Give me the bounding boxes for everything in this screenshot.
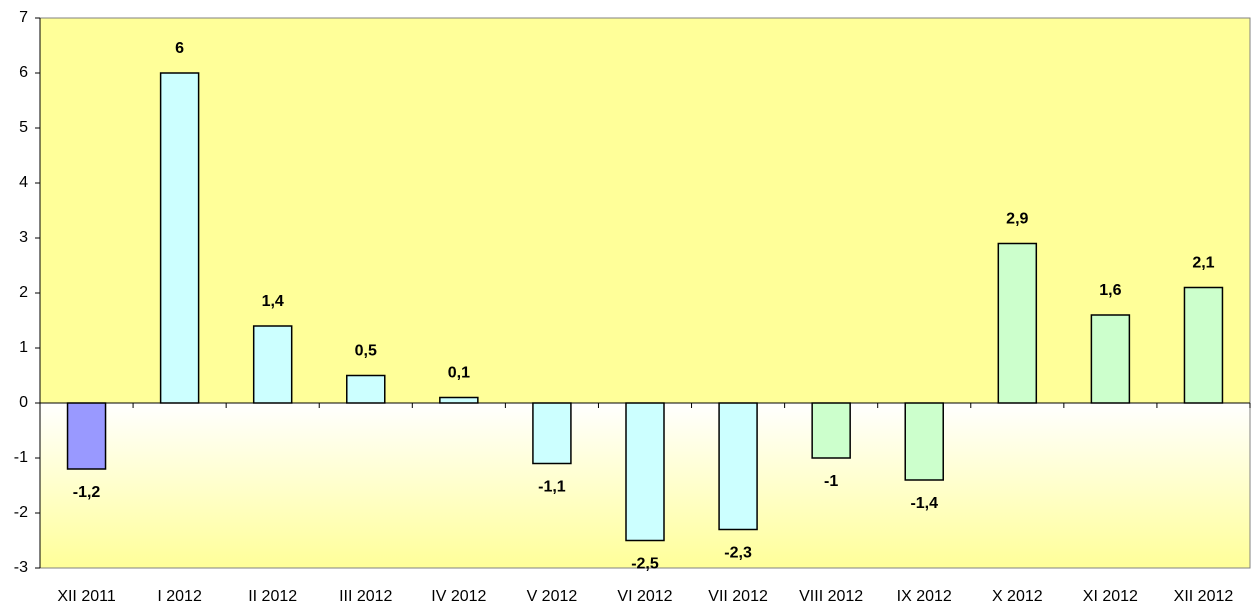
data-label: -1,2 — [73, 484, 101, 501]
y-tick-label: 7 — [19, 9, 28, 26]
y-tick-label: 4 — [19, 174, 28, 191]
x-tick-label: VIII 2012 — [799, 588, 863, 605]
data-label: -2,5 — [631, 556, 659, 573]
x-tick-label: VII 2012 — [708, 588, 768, 605]
x-tick-label: XII 2012 — [1174, 588, 1234, 605]
data-label: -1,1 — [538, 479, 566, 496]
y-tick-label: -1 — [14, 449, 28, 466]
y-tick-label: 6 — [19, 64, 28, 81]
bar — [439, 396, 479, 404]
x-tick-label: VI 2012 — [617, 588, 672, 605]
data-label: 0,1 — [448, 365, 470, 382]
data-label: 6 — [175, 40, 184, 57]
x-tick-label: XI 2012 — [1083, 588, 1138, 605]
bar — [904, 402, 944, 481]
x-tick-label: III 2012 — [339, 588, 392, 605]
y-tick-label: 1 — [19, 339, 28, 356]
bar — [532, 402, 572, 465]
bar — [811, 402, 851, 459]
data-label: 0,5 — [355, 343, 377, 360]
data-label: -1,4 — [910, 495, 938, 512]
data-label: -2,3 — [724, 545, 752, 562]
y-tick-label: 3 — [19, 229, 28, 246]
bar — [1090, 314, 1131, 404]
y-tick-label: 0 — [19, 394, 28, 411]
data-label: 2,9 — [1006, 211, 1028, 228]
bar — [718, 402, 758, 531]
x-tick-label: II 2012 — [248, 588, 297, 605]
bar — [66, 402, 107, 470]
x-tick-label: IV 2012 — [431, 588, 486, 605]
y-tick-label: 2 — [19, 284, 28, 301]
x-tick-label: X 2012 — [992, 588, 1043, 605]
plot-area-upper — [40, 18, 1250, 403]
bar — [346, 374, 386, 404]
x-tick-label: I 2012 — [157, 588, 202, 605]
bar — [1183, 286, 1224, 404]
x-tick-label: IX 2012 — [897, 588, 952, 605]
data-label: -1 — [824, 473, 838, 490]
y-tick-label: 5 — [19, 119, 28, 136]
data-label: 1,6 — [1099, 282, 1121, 299]
data-label: 1,4 — [262, 293, 284, 310]
data-label: 2,1 — [1192, 255, 1214, 272]
bar — [159, 72, 200, 404]
x-tick-label: V 2012 — [527, 588, 578, 605]
bar — [997, 242, 1038, 404]
x-tick-label: XII 2011 — [57, 588, 116, 605]
y-tick-label: -2 — [14, 504, 28, 521]
bar — [625, 402, 665, 542]
bar — [252, 325, 293, 404]
y-tick-label: -3 — [14, 559, 28, 576]
